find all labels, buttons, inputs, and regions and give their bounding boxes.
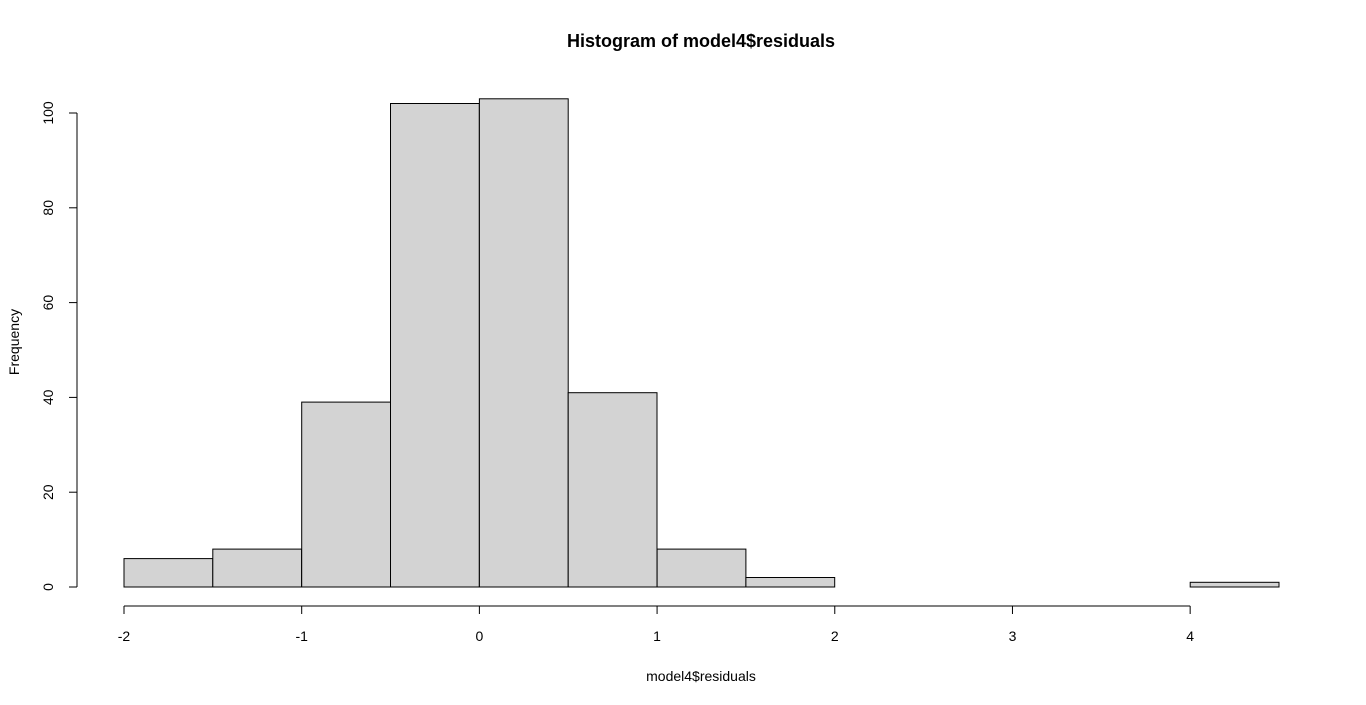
y-tick-label: 100 xyxy=(40,101,56,125)
y-tick-label: 0 xyxy=(40,583,56,591)
x-tick-label: -2 xyxy=(118,628,131,644)
x-axis-label: model4$residuals xyxy=(646,668,756,684)
histogram-bar-4 xyxy=(390,103,480,588)
y-tick-label: 20 xyxy=(40,484,56,500)
x-tick-label: 2 xyxy=(831,628,839,644)
histogram-bar-8 xyxy=(745,577,836,588)
x-tick-label: 4 xyxy=(1186,628,1194,644)
histogram-bar-1 xyxy=(123,558,214,588)
x-tick-label: 3 xyxy=(1009,628,1017,644)
y-tick-label: 60 xyxy=(40,295,56,311)
y-axis: 0 20 40 60 80 100 xyxy=(40,101,78,591)
x-axis: -2 -1 0 1 2 3 4 xyxy=(118,605,1194,644)
chart-title: Histogram of model4$residuals xyxy=(567,31,835,51)
histogram-bar-3 xyxy=(301,401,392,588)
x-tick-label: -1 xyxy=(295,628,308,644)
histogram-bar-2 xyxy=(212,548,303,588)
histogram-bars xyxy=(123,98,1280,588)
x-tick-label: 1 xyxy=(653,628,661,644)
x-tick-label: 0 xyxy=(475,628,483,644)
y-tick-label: 80 xyxy=(40,200,56,216)
histogram-bar-5 xyxy=(478,98,569,588)
y-tick-label: 40 xyxy=(40,389,56,405)
histogram-bar-13 xyxy=(1189,581,1280,588)
histogram-bar-7 xyxy=(656,548,747,588)
histogram-bar-6 xyxy=(567,392,658,588)
y-axis-label: Frequency xyxy=(6,309,22,375)
